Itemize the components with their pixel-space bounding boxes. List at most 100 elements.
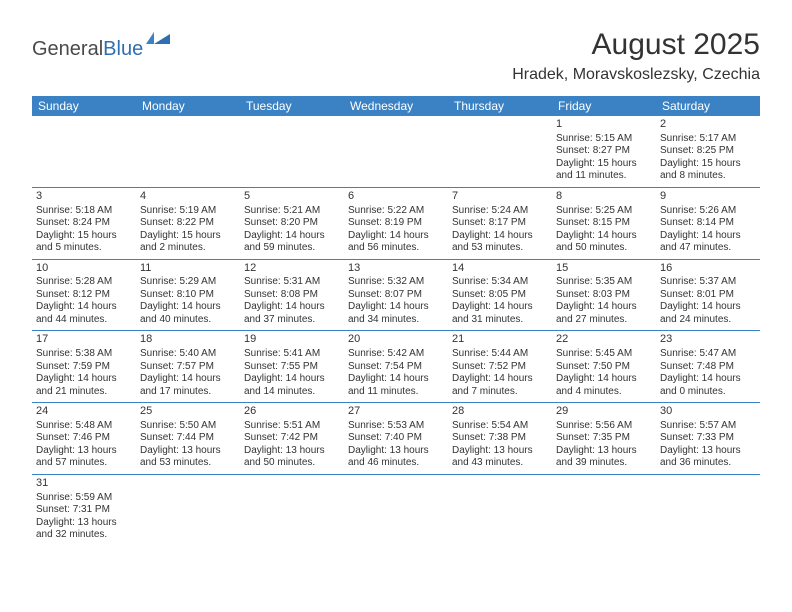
sunset-text: Sunset: 8:03 PM [556, 289, 652, 302]
location-text: Hradek, Moravskoslezsky, Czechia [512, 66, 760, 84]
daylight-text: Daylight: 15 hours and 2 minutes. [140, 230, 236, 255]
sunrise-text: Sunrise: 5:45 AM [556, 348, 652, 361]
calendar-cell: 20Sunrise: 5:42 AMSunset: 7:54 PMDayligh… [344, 331, 448, 403]
daylight-text: Daylight: 14 hours and 14 minutes. [244, 373, 340, 398]
sunrise-text: Sunrise: 5:51 AM [244, 420, 340, 433]
daylight-text: Daylight: 14 hours and 40 minutes. [140, 301, 236, 326]
daylight-text: Daylight: 14 hours and 53 minutes. [452, 230, 548, 255]
sunset-text: Sunset: 8:07 PM [348, 289, 444, 302]
daylight-text: Daylight: 14 hours and 27 minutes. [556, 301, 652, 326]
day-number: 10 [36, 262, 132, 276]
sunset-text: Sunset: 7:50 PM [556, 361, 652, 374]
calendar-cell: 15Sunrise: 5:35 AMSunset: 8:03 PMDayligh… [552, 259, 656, 331]
logo: GeneralBlue [32, 38, 174, 61]
day-number: 8 [556, 190, 652, 204]
daylight-text: Daylight: 13 hours and 53 minutes. [140, 445, 236, 470]
day-number: 17 [36, 333, 132, 347]
day-number: 18 [140, 333, 236, 347]
calendar-cell: 4Sunrise: 5:19 AMSunset: 8:22 PMDaylight… [136, 187, 240, 259]
logo-text-dark: General [32, 38, 103, 60]
sunset-text: Sunset: 7:48 PM [660, 361, 756, 374]
sunrise-text: Sunrise: 5:50 AM [140, 420, 236, 433]
calendar-row: 24Sunrise: 5:48 AMSunset: 7:46 PMDayligh… [32, 403, 760, 475]
calendar-row: 31Sunrise: 5:59 AMSunset: 7:31 PMDayligh… [32, 474, 760, 545]
sunset-text: Sunset: 7:46 PM [36, 432, 132, 445]
day-number: 21 [452, 333, 548, 347]
sunset-text: Sunset: 7:57 PM [140, 361, 236, 374]
sunset-text: Sunset: 8:25 PM [660, 145, 756, 158]
calendar-cell: 29Sunrise: 5:56 AMSunset: 7:35 PMDayligh… [552, 403, 656, 475]
sunrise-text: Sunrise: 5:19 AM [140, 205, 236, 218]
weekday-header: Thursday [448, 96, 552, 116]
day-number: 15 [556, 262, 652, 276]
sunrise-text: Sunrise: 5:29 AM [140, 276, 236, 289]
calendar-cell: 23Sunrise: 5:47 AMSunset: 7:48 PMDayligh… [656, 331, 760, 403]
day-number: 6 [348, 190, 444, 204]
sunrise-text: Sunrise: 5:54 AM [452, 420, 548, 433]
daylight-text: Daylight: 14 hours and 37 minutes. [244, 301, 340, 326]
logo-text: GeneralBlue [32, 38, 143, 61]
daylight-text: Daylight: 14 hours and 17 minutes. [140, 373, 236, 398]
day-number: 1 [556, 118, 652, 132]
calendar-table: SundayMondayTuesdayWednesdayThursdayFrid… [32, 96, 760, 546]
calendar-cell: 13Sunrise: 5:32 AMSunset: 8:07 PMDayligh… [344, 259, 448, 331]
sunrise-text: Sunrise: 5:59 AM [36, 492, 132, 505]
daylight-text: Daylight: 14 hours and 47 minutes. [660, 230, 756, 255]
daylight-text: Daylight: 14 hours and 34 minutes. [348, 301, 444, 326]
calendar-cell [552, 474, 656, 545]
calendar-cell: 3Sunrise: 5:18 AMSunset: 8:24 PMDaylight… [32, 187, 136, 259]
weekday-header: Wednesday [344, 96, 448, 116]
daylight-text: Daylight: 13 hours and 50 minutes. [244, 445, 340, 470]
calendar-row: 17Sunrise: 5:38 AMSunset: 7:59 PMDayligh… [32, 331, 760, 403]
day-number: 16 [660, 262, 756, 276]
daylight-text: Daylight: 14 hours and 31 minutes. [452, 301, 548, 326]
day-number: 26 [244, 405, 340, 419]
day-number: 25 [140, 405, 236, 419]
calendar-cell [344, 116, 448, 187]
sunrise-text: Sunrise: 5:17 AM [660, 133, 756, 146]
sunset-text: Sunset: 8:08 PM [244, 289, 340, 302]
daylight-text: Daylight: 14 hours and 4 minutes. [556, 373, 652, 398]
sunset-text: Sunset: 8:27 PM [556, 145, 652, 158]
sunset-text: Sunset: 7:33 PM [660, 432, 756, 445]
sunset-text: Sunset: 7:52 PM [452, 361, 548, 374]
daylight-text: Daylight: 14 hours and 21 minutes. [36, 373, 132, 398]
calendar-cell: 7Sunrise: 5:24 AMSunset: 8:17 PMDaylight… [448, 187, 552, 259]
daylight-text: Daylight: 13 hours and 57 minutes. [36, 445, 132, 470]
daylight-text: Daylight: 14 hours and 7 minutes. [452, 373, 548, 398]
calendar-cell: 24Sunrise: 5:48 AMSunset: 7:46 PMDayligh… [32, 403, 136, 475]
sunset-text: Sunset: 8:05 PM [452, 289, 548, 302]
calendar-cell: 11Sunrise: 5:29 AMSunset: 8:10 PMDayligh… [136, 259, 240, 331]
sunset-text: Sunset: 8:10 PM [140, 289, 236, 302]
weekday-header-row: SundayMondayTuesdayWednesdayThursdayFrid… [32, 96, 760, 116]
day-number: 27 [348, 405, 444, 419]
weekday-header: Saturday [656, 96, 760, 116]
sunset-text: Sunset: 7:40 PM [348, 432, 444, 445]
sunrise-text: Sunrise: 5:31 AM [244, 276, 340, 289]
sunrise-text: Sunrise: 5:44 AM [452, 348, 548, 361]
daylight-text: Daylight: 14 hours and 11 minutes. [348, 373, 444, 398]
sunrise-text: Sunrise: 5:32 AM [348, 276, 444, 289]
sunset-text: Sunset: 8:22 PM [140, 217, 236, 230]
daylight-text: Daylight: 14 hours and 56 minutes. [348, 230, 444, 255]
calendar-cell: 8Sunrise: 5:25 AMSunset: 8:15 PMDaylight… [552, 187, 656, 259]
day-number: 11 [140, 262, 236, 276]
daylight-text: Daylight: 13 hours and 46 minutes. [348, 445, 444, 470]
sunrise-text: Sunrise: 5:34 AM [452, 276, 548, 289]
calendar-cell: 22Sunrise: 5:45 AMSunset: 7:50 PMDayligh… [552, 331, 656, 403]
daylight-text: Daylight: 15 hours and 8 minutes. [660, 158, 756, 183]
day-number: 28 [452, 405, 548, 419]
logo-text-blue: Blue [103, 38, 143, 60]
sunrise-text: Sunrise: 5:41 AM [244, 348, 340, 361]
day-number: 7 [452, 190, 548, 204]
day-number: 3 [36, 190, 132, 204]
sunset-text: Sunset: 8:12 PM [36, 289, 132, 302]
daylight-text: Daylight: 15 hours and 5 minutes. [36, 230, 132, 255]
sunrise-text: Sunrise: 5:24 AM [452, 205, 548, 218]
daylight-text: Daylight: 14 hours and 44 minutes. [36, 301, 132, 326]
calendar-cell: 1Sunrise: 5:15 AMSunset: 8:27 PMDaylight… [552, 116, 656, 187]
day-number: 13 [348, 262, 444, 276]
sunrise-text: Sunrise: 5:56 AM [556, 420, 652, 433]
weekday-header: Tuesday [240, 96, 344, 116]
day-number: 22 [556, 333, 652, 347]
